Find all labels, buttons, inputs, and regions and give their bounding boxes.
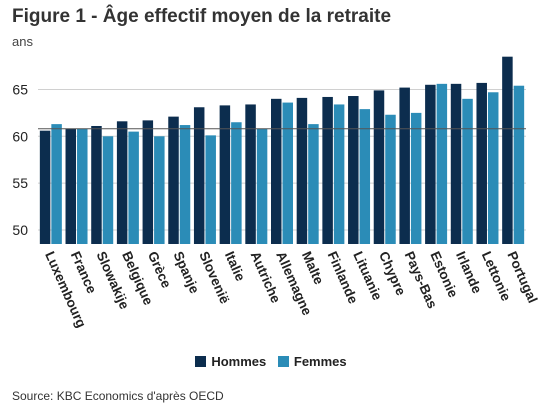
- chart-legend: Hommes Femmes: [0, 354, 542, 370]
- y-axis-unit-label: ans: [12, 34, 33, 49]
- bar-hommes-lettonie: [476, 82, 487, 244]
- y-tick-label-55: 55: [12, 175, 28, 191]
- bar-hommes-pays-bas: [399, 87, 410, 244]
- legend-label-femmes: Femmes: [293, 354, 347, 369]
- bar-femmes-malte: [308, 124, 319, 244]
- bar-hommes-irlande: [450, 83, 462, 244]
- bar-femmes-irlande: [462, 98, 473, 244]
- y-tick-label-60: 60: [12, 128, 28, 144]
- bar-hommes-luxembourg: [39, 130, 51, 244]
- bar-hommes-lituanie: [348, 96, 359, 245]
- y-tick-label-65: 65: [12, 81, 28, 97]
- bar-hommes-autriche: [245, 104, 256, 244]
- bar-hommes-belgique: [116, 121, 128, 244]
- legend-item-hommes: Hommes: [195, 354, 266, 369]
- bar-femmes-belgique: [128, 131, 139, 244]
- chart-title: Figure 1 - Âge effectif moyen de la retr…: [12, 6, 392, 27]
- bar-femmes-lituanie: [359, 109, 371, 244]
- bar-femmes-gr-ce: [154, 136, 165, 244]
- bar-femmes-estonie: [436, 83, 448, 244]
- bar-femmes-portugal: [513, 85, 525, 244]
- bar-femmes-autriche: [256, 128, 268, 244]
- bar-femmes-lettonie: [487, 92, 499, 245]
- x-tick-label-malte: Malte: [299, 249, 327, 287]
- bar-hommes-chypre: [373, 90, 385, 245]
- bar-femmes-spanje: [179, 125, 191, 244]
- bar-femmes-allemagne: [282, 102, 293, 244]
- bar-femmes-sloveni-: [205, 135, 216, 244]
- legend-swatch-hommes: [195, 356, 207, 367]
- bar-chart: 50556065LuxembourgFranceSlowakijeBelgiqu…: [12, 56, 540, 330]
- bar-femmes-pays-bas: [410, 112, 422, 244]
- bar-femmes-chypre: [385, 114, 396, 244]
- bar-hommes-slowakije: [91, 125, 102, 244]
- bar-hommes-estonie: [425, 84, 436, 244]
- bar-hommes-italie: [219, 105, 231, 244]
- bar-hommes-sloveni-: [193, 107, 205, 244]
- bar-hommes-allemagne: [271, 98, 282, 244]
- bar-femmes-france: [77, 128, 88, 244]
- bar-femmes-finlande: [333, 104, 345, 244]
- bar-hommes-finlande: [322, 96, 333, 244]
- bar-hommes-gr-ce: [142, 120, 154, 244]
- legend-swatch-femmes: [277, 356, 289, 367]
- x-tick-label-italie: Italie: [222, 249, 248, 284]
- bar-hommes-malte: [296, 97, 308, 244]
- legend-item-femmes: Femmes: [277, 354, 347, 369]
- bar-hommes-spanje: [168, 116, 179, 244]
- y-tick-label-50: 50: [12, 222, 28, 238]
- bar-hommes-portugal: [502, 56, 513, 245]
- legend-label-hommes: Hommes: [211, 354, 267, 369]
- bar-hommes-france: [65, 128, 77, 244]
- bar-femmes-slowakije: [102, 136, 114, 244]
- source-note: Source: KBC Economics d'après OECD: [12, 389, 224, 403]
- bar-femmes-luxembourg: [51, 124, 62, 244]
- bar-femmes-italie: [231, 122, 242, 244]
